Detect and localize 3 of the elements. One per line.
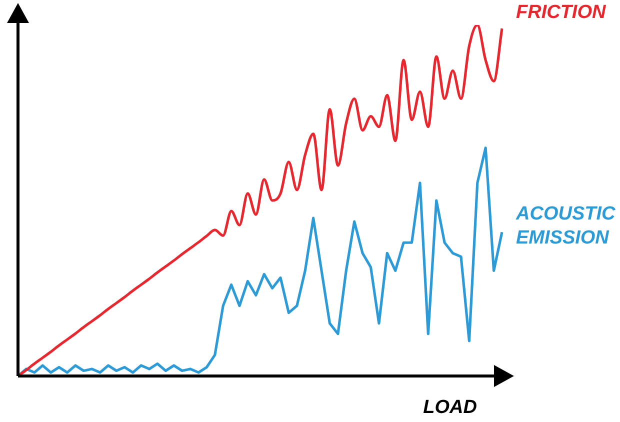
series-label: FRICTION <box>516 2 607 24</box>
series-label: ACOUSTIC EMISSION <box>515 203 616 248</box>
x-axis-title: LOAD <box>423 397 478 418</box>
